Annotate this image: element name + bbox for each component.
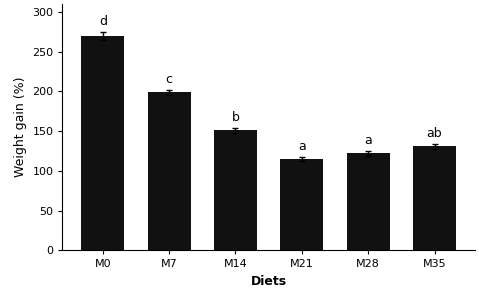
Text: ab: ab [427,127,442,140]
X-axis label: Diets: Diets [251,275,287,288]
Y-axis label: Weight gain (%): Weight gain (%) [14,77,27,178]
Bar [214,131,257,250]
Text: a: a [365,134,372,147]
Text: d: d [99,15,107,28]
Text: a: a [298,140,306,153]
Bar [148,92,191,250]
Bar [413,146,456,250]
Text: c: c [166,73,172,86]
Text: b: b [231,111,240,124]
Bar [81,36,125,250]
Bar [280,159,323,250]
Bar [347,153,390,250]
